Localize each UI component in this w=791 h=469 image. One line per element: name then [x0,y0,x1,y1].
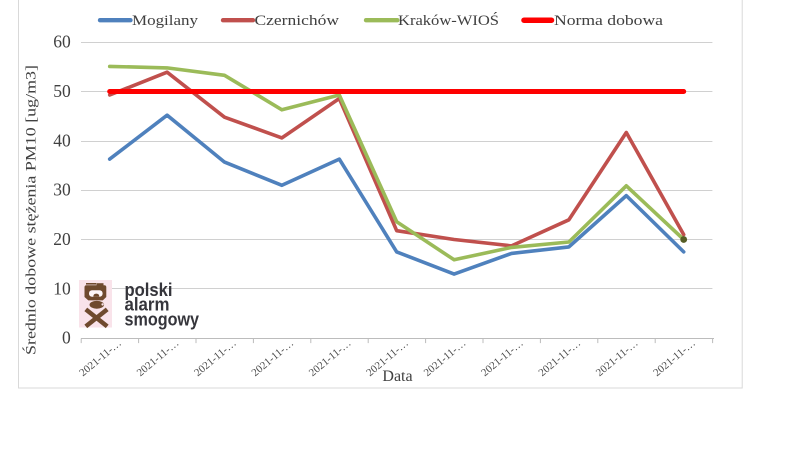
svg-text:Kraków-WIOŚ: Kraków-WIOŚ [398,12,499,29]
svg-text:0: 0 [62,328,71,348]
svg-text:polski: polski [125,280,173,300]
svg-text:10: 10 [53,278,71,298]
svg-text:2021-11-…: 2021-11-… [307,337,354,379]
svg-text:2021-11-…: 2021-11-… [192,337,239,379]
svg-text:alarm: alarm [125,295,170,315]
svg-text:2021-11-…: 2021-11-… [422,337,469,379]
svg-text:40: 40 [53,130,71,150]
svg-text:2021-11-…: 2021-11-… [651,337,698,379]
svg-text:2021-11-…: 2021-11-… [249,337,296,379]
svg-text:20: 20 [53,229,71,249]
svg-text:Data: Data [382,368,412,385]
svg-text:Czernichów: Czernichów [255,13,340,29]
svg-text:Norma dobowa: Norma dobowa [554,13,663,29]
svg-text:2021-11-…: 2021-11-… [594,337,641,379]
svg-text:smogowy: smogowy [125,309,200,329]
svg-text:Mogilany: Mogilany [132,13,199,29]
svg-text:Średnio dobowe stężenia PM10 [: Średnio dobowe stężenia PM10 [ug/m3] [23,65,40,355]
svg-text:50: 50 [53,81,71,101]
svg-text:2021-11-…: 2021-11-… [479,337,526,379]
svg-text:30: 30 [53,180,71,200]
svg-text:2021-11-…: 2021-11-… [536,337,583,379]
svg-text:2021-11-…: 2021-11-… [77,337,124,379]
svg-text:2021-11-…: 2021-11-… [135,337,182,379]
svg-text:60: 60 [53,32,71,52]
